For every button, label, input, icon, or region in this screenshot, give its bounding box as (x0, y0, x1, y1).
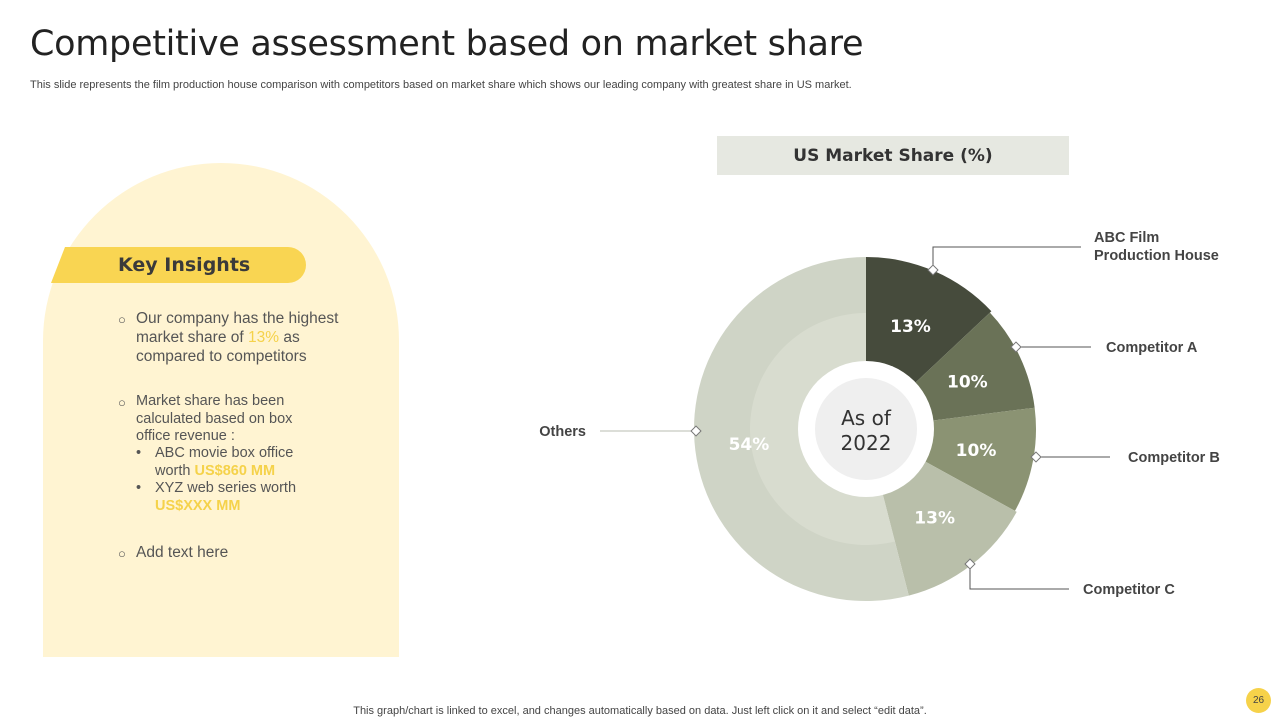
leader-line-competitor-c (969, 564, 1069, 590)
leader-anchor-competitor-b (1030, 451, 1042, 463)
category-label-competitor-a: Competitor A (1106, 340, 1198, 356)
page-number-badge: 26 (1246, 688, 1271, 713)
data-label-competitor-a: 10% (947, 372, 988, 392)
center-label-line-1: As of (841, 406, 892, 430)
leader-anchor-abc-film-production-house (927, 264, 939, 276)
leader-line-abc-film-production-house (932, 246, 1081, 270)
bullet-1-line-2: market share of 13% as (136, 329, 300, 346)
bullet-3-text: Add text here (136, 544, 229, 561)
circle-bullet-icon: ○ (118, 546, 126, 561)
bullet-2-line-1: Market share has been (136, 393, 285, 409)
leader-anchor-others (690, 425, 702, 437)
highlight-share: 13% (248, 329, 280, 346)
sub-bullet-list: • ABC movie box office worth US$860 MM •… (136, 445, 296, 515)
data-label-abc-film-production-house: 13% (890, 317, 931, 337)
data-label-competitor-b: 10% (956, 441, 997, 461)
leader-anchor-competitor-c (964, 558, 976, 570)
highlight-xyz-worth: US$XXX MM (155, 497, 241, 514)
category-label-competitor-b: Competitor B (1128, 450, 1220, 466)
circle-bullet-icon: ○ (118, 395, 126, 410)
insights-panel (43, 163, 399, 657)
bullet-2-line-2: calculated based on box (136, 410, 293, 427)
insights-heading: Key Insights (118, 254, 251, 276)
category-label-others: Others (539, 424, 586, 440)
data-label-competitor-c: 13% (914, 508, 955, 528)
dot-bullet-icon: • (136, 445, 142, 461)
footer-note: This graph/chart is linked to excel, and… (353, 705, 927, 717)
sub-bullet-2: • XYZ web series worth US$XXX MM (136, 480, 297, 514)
data-label-others: 54% (729, 435, 770, 455)
insights-heading-tag (51, 247, 306, 283)
bullet-2-line-3: office revenue : (136, 428, 235, 444)
bullet-1-line-3: compared to competitors (136, 348, 307, 365)
page-title: Competitive assessment based on market s… (30, 24, 864, 64)
bullet-1-line-1: Our company has the highest (136, 310, 339, 327)
chart-title: US Market Share (%) (717, 136, 1069, 175)
category-label-competitor-c: Competitor C (1083, 582, 1175, 598)
page-subtitle: This slide represents the film productio… (30, 79, 852, 91)
center-badge (815, 378, 917, 480)
center-label-line-2: 2022 (841, 431, 892, 455)
dot-bullet-icon: • (136, 480, 142, 496)
sub-bullet-1: • ABC movie box office worth US$860 MM (136, 445, 294, 479)
leader-anchor-competitor-a (1010, 341, 1022, 353)
highlight-abc-worth: US$860 MM (194, 462, 276, 479)
circle-bullet-icon: ○ (118, 312, 126, 327)
category-label-abc-film-production-house: ABC Film Production House (1094, 230, 1219, 264)
